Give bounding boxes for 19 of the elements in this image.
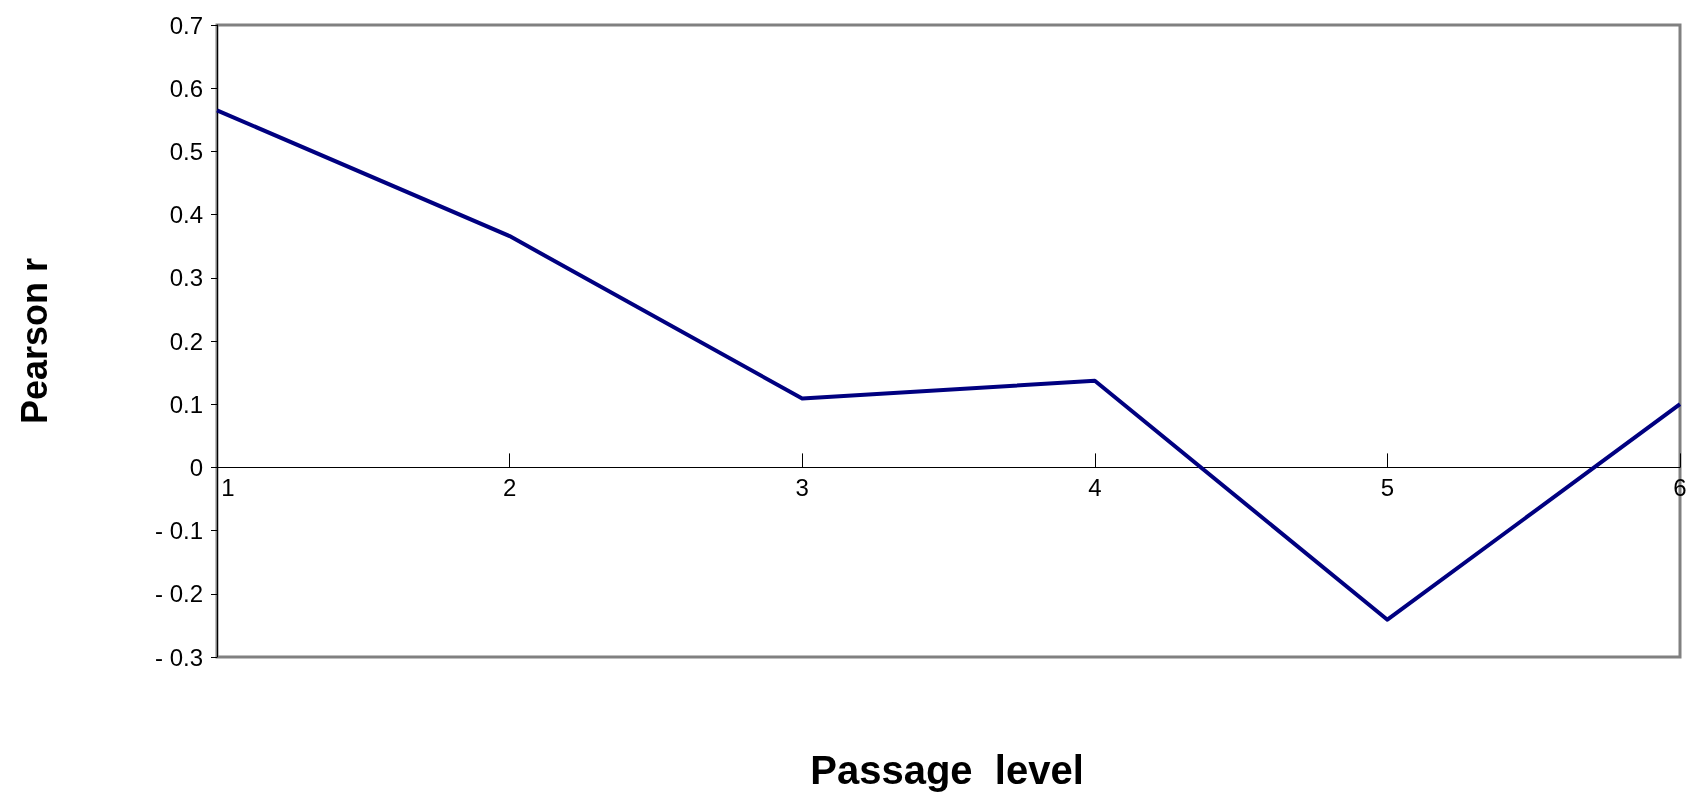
- x-tick-label: 6: [1673, 473, 1687, 501]
- y-tick-label: 0.1: [169, 390, 203, 418]
- y-tick-label: - 0.3: [154, 643, 203, 671]
- y-axis-title: Pearson r: [13, 257, 55, 425]
- y-tick-label: 0.5: [169, 137, 203, 165]
- y-tick-label: - 0.2: [154, 580, 203, 608]
- x-tick-label: 1: [221, 473, 235, 501]
- y-tick-label: - 0.1: [154, 517, 203, 545]
- x-tick-label: 2: [502, 473, 517, 501]
- y-tick-label: 0.7: [169, 11, 203, 39]
- y-tick-label: 0.3: [169, 264, 203, 292]
- y-tick-label: 0.4: [169, 201, 203, 229]
- x-tick-label: 5: [1380, 473, 1395, 501]
- y-tick-label: 0.6: [169, 74, 203, 102]
- x-tick-label: 4: [1088, 473, 1102, 501]
- x-axis-title: Passage level: [809, 748, 1085, 793]
- x-tick-label: 3: [795, 473, 809, 501]
- y-tick-label: 0: [189, 453, 203, 481]
- y-tick-label: 0.2: [169, 327, 203, 355]
